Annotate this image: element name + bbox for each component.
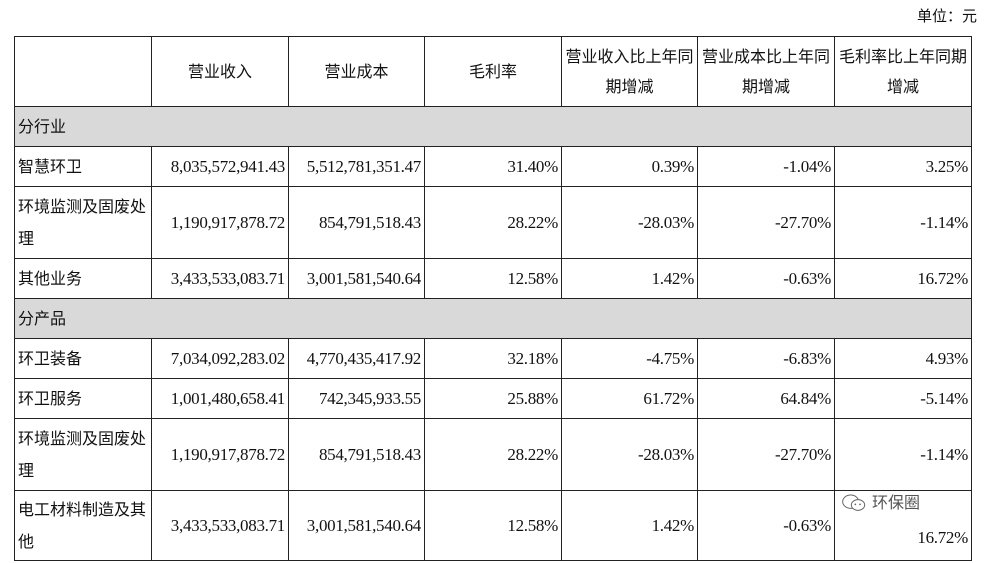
table-row: 环卫装备 7,034,092,283.02 4,770,435,417.92 32.1… <box>14 338 972 379</box>
header-cell: 营业成本 <box>288 36 425 107</box>
row-label: 环境监测及固废处理 <box>14 418 152 491</box>
value-cell: 1,190,917,878.72 <box>151 418 289 491</box>
unit-label: 单位：元 <box>916 7 977 25</box>
value-cell: -27.70% <box>697 418 835 491</box>
row-label: 环境监测及固废处理 <box>14 186 152 259</box>
value-cell: 16.72% <box>834 258 972 299</box>
value-cell: 61.72% <box>561 378 698 419</box>
value-cell: -4.75% <box>561 338 698 379</box>
header-cell <box>14 36 152 107</box>
value-cell: 7,034,092,283.02 <box>151 338 289 379</box>
value-cell: -0.63% <box>697 490 835 561</box>
watermark-text: 环保圈 <box>872 493 921 512</box>
revenue-table: 营业收入 营业成本 毛利率 营业收入比上年同期增减 营业成本比上年同期增减 毛利… <box>14 36 972 561</box>
header-cell: 营业收入比上年同期增减 <box>561 36 698 107</box>
row-label: 电工材料制造及其他 <box>14 490 152 561</box>
header-cell: 毛利率 <box>424 36 562 107</box>
section-title: 分行业 <box>14 106 972 147</box>
value-cell: 3,001,581,540.64 <box>288 490 425 561</box>
watermark: 环保圈 <box>840 492 920 514</box>
row-label: 其他业务 <box>14 258 152 299</box>
value-cell: 854,791,518.43 <box>288 418 425 491</box>
value-cell: 12.58% <box>424 490 562 561</box>
header-cell: 营业收入 <box>151 36 289 107</box>
value-cell: 3,433,533,083.71 <box>151 490 289 561</box>
section-row: 分产品 <box>14 298 972 339</box>
table-row: 智慧环卫 8,035,572,941.43 5,512,781,351.47 31.4… <box>14 146 972 187</box>
header-row: 营业收入 营业成本 毛利率 营业收入比上年同期增减 营业成本比上年同期增减 毛利… <box>14 36 972 107</box>
value-cell: 28.22% <box>424 418 562 491</box>
value-cell: 16.72% <box>834 490 972 561</box>
value-cell: -28.03% <box>561 418 698 491</box>
value-cell: 1.42% <box>561 258 698 299</box>
value-cell: -27.70% <box>697 186 835 259</box>
section-title: 分产品 <box>14 298 972 339</box>
value-cell: -5.14% <box>834 378 972 419</box>
value-cell: 64.84% <box>697 378 835 419</box>
value-cell: 28.22% <box>424 186 562 259</box>
value-cell: 5,512,781,351.47 <box>288 146 425 187</box>
value-cell: 4.93% <box>834 338 972 379</box>
value-cell: -28.03% <box>561 186 698 259</box>
value-cell: 8,035,572,941.43 <box>151 146 289 187</box>
table-row: 其他业务 3,433,533,083.71 3,001,581,540.64 12.5… <box>14 258 972 299</box>
value-cell: 742,345,933.55 <box>288 378 425 419</box>
header-cell: 营业成本比上年同期增减 <box>697 36 835 107</box>
value-cell: 12.58% <box>424 258 562 299</box>
row-label: 智慧环卫 <box>14 146 152 187</box>
section-row: 分行业 <box>14 106 972 147</box>
table-row: 环卫服务 1,001,480,658.41 742,345,933.55 25.88%… <box>14 378 972 419</box>
table-row: 电工材料制造及其他 3,433,533,083.71 3,001,581,540.6… <box>14 490 972 561</box>
row-label: 环卫装备 <box>14 338 152 379</box>
value-cell: -1.04% <box>697 146 835 187</box>
wechat-icon <box>842 494 866 511</box>
value-cell: -1.14% <box>834 418 972 491</box>
value-cell: 1.42% <box>561 490 698 561</box>
table-row: 环境监测及固废处理 1,190,917,878.72 854,791,518.43 2… <box>14 186 972 259</box>
value-cell: -1.14% <box>834 186 972 259</box>
value-cell: 4,770,435,417.92 <box>288 338 425 379</box>
value-cell: -0.63% <box>697 258 835 299</box>
value-cell: 1,190,917,878.72 <box>151 186 289 259</box>
value-cell: 3.25% <box>834 146 972 187</box>
value-cell: 31.40% <box>424 146 562 187</box>
value-cell: 25.88% <box>424 378 562 419</box>
value-cell: 32.18% <box>424 338 562 379</box>
row-label: 环卫服务 <box>14 378 152 419</box>
value-cell: 854,791,518.43 <box>288 186 425 259</box>
table-row: 环境监测及固废处理 1,190,917,878.72 854,791,518.43 2… <box>14 418 972 491</box>
value-cell: -6.83% <box>697 338 835 379</box>
value-cell: 0.39% <box>561 146 698 187</box>
value-cell: 3,001,581,540.64 <box>288 258 425 299</box>
value-cell: 3,433,533,083.71 <box>151 258 289 299</box>
value-cell: 1,001,480,658.41 <box>151 378 289 419</box>
header-cell: 毛利率比上年同期增减 <box>834 36 972 107</box>
